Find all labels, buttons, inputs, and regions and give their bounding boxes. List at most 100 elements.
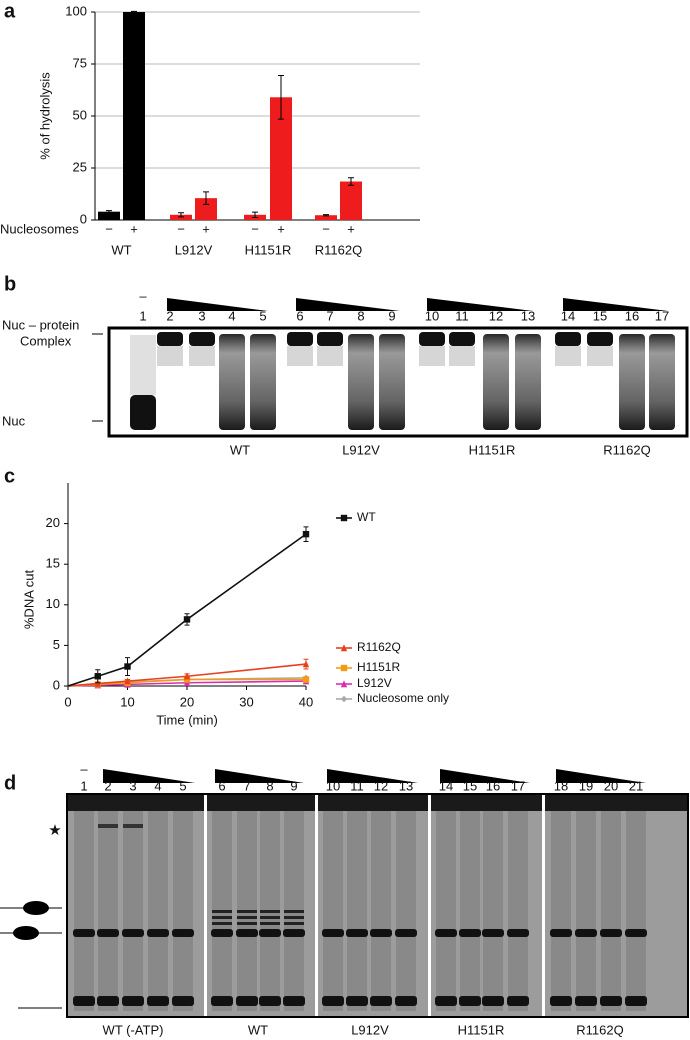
gel-band xyxy=(317,346,343,366)
gel-band xyxy=(619,334,645,430)
titration-wedge xyxy=(103,769,195,783)
marker xyxy=(94,679,101,687)
gel-band xyxy=(287,346,313,366)
group-label: WT xyxy=(230,442,250,457)
gel-band xyxy=(250,334,276,430)
group-label: WT xyxy=(248,1022,268,1037)
gel-band xyxy=(236,929,258,937)
gel-band xyxy=(284,910,304,913)
gel-band xyxy=(189,346,215,366)
x-tick-label: − xyxy=(322,221,330,236)
gel-band xyxy=(435,996,457,1006)
group-label: L912V xyxy=(351,1022,389,1037)
side-label: Complex xyxy=(20,333,72,348)
gel-band xyxy=(587,346,613,366)
error-bar xyxy=(106,210,112,214)
panel-letter: a xyxy=(4,0,16,22)
gel-band xyxy=(600,996,622,1006)
marker xyxy=(124,677,131,685)
gel-band xyxy=(555,332,581,346)
gel-band xyxy=(130,395,156,430)
x-tick-label: 40 xyxy=(299,694,313,709)
lane-number: 15 xyxy=(593,308,607,323)
titration-wedge xyxy=(440,769,530,783)
gel-lane xyxy=(483,811,503,1011)
lane-number: 6 xyxy=(218,778,225,793)
gel-lane xyxy=(74,811,94,1011)
lane-number: 18 xyxy=(554,778,568,793)
group-label: L912V xyxy=(175,242,213,257)
group-label: R1162Q xyxy=(576,1022,623,1037)
y-tick-label: 100 xyxy=(65,3,87,18)
lane-number: 1 xyxy=(80,778,87,793)
marker xyxy=(340,644,348,652)
lane-number: 5 xyxy=(179,778,186,793)
x-tick-label: 10 xyxy=(120,694,134,709)
group-label: R1162Q xyxy=(315,242,362,257)
gel-band xyxy=(260,916,280,919)
gel-band xyxy=(625,929,647,937)
gel-band xyxy=(172,929,194,937)
gel-lane xyxy=(551,811,571,1011)
x-tick-label: − xyxy=(105,221,113,236)
gel-lane xyxy=(371,811,391,1011)
lane-number: 2 xyxy=(104,778,111,793)
gel-band xyxy=(449,332,475,346)
marker xyxy=(302,530,310,538)
lane-number: 4 xyxy=(228,308,235,323)
panel-letter: c xyxy=(4,465,15,487)
gel-band xyxy=(284,922,304,925)
gel-lane xyxy=(148,811,168,1011)
gel-band xyxy=(575,996,597,1006)
gel-band xyxy=(419,332,445,346)
lane-number: 12 xyxy=(374,778,388,793)
gel-band xyxy=(317,332,343,346)
gel-band xyxy=(379,334,405,430)
gel-lane xyxy=(508,811,528,1011)
titration-wedge xyxy=(556,769,646,783)
gel-band xyxy=(322,996,344,1006)
x-tick-label: − xyxy=(177,221,185,236)
gel-frame xyxy=(66,793,689,1018)
x-tick-label: − xyxy=(251,221,259,236)
marker xyxy=(124,663,131,670)
lane-number: 14 xyxy=(439,778,453,793)
x-tick-label: + xyxy=(347,221,355,236)
dash-label: – xyxy=(139,288,147,303)
gel-band xyxy=(395,996,417,1006)
marker xyxy=(340,514,348,522)
titration-wedge xyxy=(327,769,418,783)
gel-band xyxy=(73,929,95,937)
lane-number: 10 xyxy=(425,308,439,323)
lane-number: 3 xyxy=(129,778,136,793)
group-label: H1151R xyxy=(469,442,516,457)
gel-lane xyxy=(576,811,596,1011)
lane-number: 8 xyxy=(266,778,273,793)
group-label: H1151R xyxy=(245,242,292,257)
star-label: ★ xyxy=(48,822,61,839)
gel-band xyxy=(237,910,257,913)
gel-band xyxy=(287,332,313,346)
gel-band xyxy=(515,334,541,430)
gel-lane xyxy=(396,811,416,1011)
lane-number: 21 xyxy=(629,778,643,793)
gel-band xyxy=(212,922,232,925)
lane-number: 8 xyxy=(357,308,364,323)
bar xyxy=(195,198,217,220)
y-tick-label: 75 xyxy=(73,55,87,70)
lane-number: 13 xyxy=(399,778,413,793)
gel-band xyxy=(483,334,509,430)
gel-band xyxy=(211,929,233,937)
gel-lane xyxy=(347,811,367,1011)
gel-band xyxy=(236,996,258,1006)
y-tick-label: 20 xyxy=(46,515,60,530)
gel-band xyxy=(157,346,183,366)
y-axis-label: %DNA cut xyxy=(21,569,36,629)
y-axis-label: % of hydrolysis xyxy=(37,72,52,160)
series-line xyxy=(67,533,307,687)
lane-number: 1 xyxy=(139,308,146,323)
gel-band xyxy=(237,922,257,925)
gel-band xyxy=(157,332,183,346)
lane-number: 7 xyxy=(326,308,333,323)
gel-band xyxy=(419,346,445,366)
